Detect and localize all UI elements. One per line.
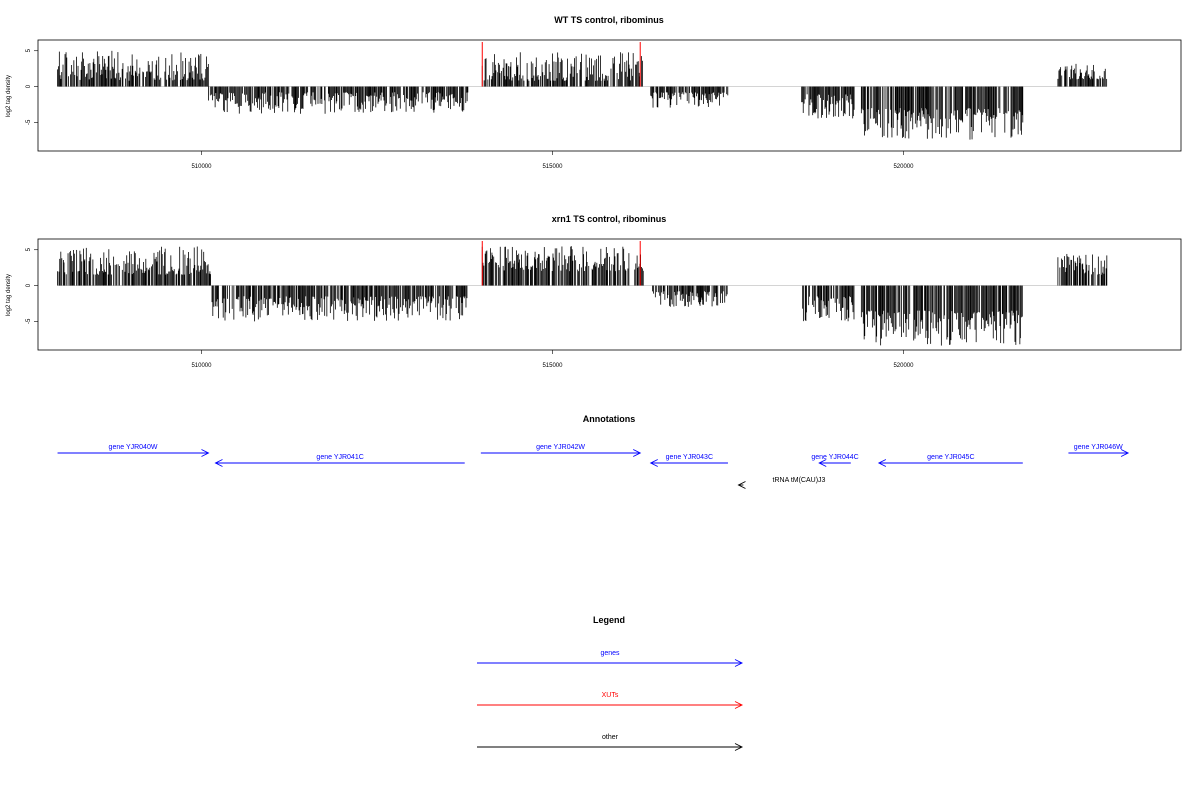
annotation-items: gene YJR040W gene YJR041C gene YJR042W gene… [57, 444, 1130, 489]
feature-arrowhead [633, 449, 642, 457]
panel-title: xrn1 TS control, ribominus [552, 214, 667, 224]
wt-coverage-panel: WT TS control, ribominus log2 tag densit… [6, 15, 1182, 170]
y-tick-label: -5 [26, 119, 32, 125]
legend-arrowhead [734, 659, 744, 667]
annotation-feature: gene YJR042W [480, 444, 642, 457]
y-tick-label: 5 [26, 247, 32, 251]
feature-label: gene YJR044C [811, 454, 858, 461]
feature-label: tRNA tM(CAU)J3 [773, 477, 826, 484]
feature-arrowhead [214, 459, 223, 467]
legend-item: genes [477, 650, 744, 667]
feature-arrowhead [1120, 449, 1130, 457]
legend-label: other [602, 734, 619, 741]
legend-item: other [477, 734, 744, 751]
annotation-feature: gene YJR045C [877, 454, 1023, 467]
legend-label: XUTs [602, 692, 619, 699]
x-tick-label: 510000 [191, 363, 212, 369]
x-tick-label: 520000 [893, 363, 914, 369]
y-tick-label: -5 [26, 318, 32, 324]
legend-title: Legend [593, 615, 625, 625]
annotations-title: Annotations [583, 414, 636, 424]
xut-boundary-markers [481, 241, 641, 286]
y-axis-label: log2 tag density [6, 75, 12, 117]
feature-arrowhead [737, 481, 746, 489]
feature-label: gene YJR045C [927, 454, 974, 461]
x-tick-label: 515000 [542, 164, 563, 170]
x-tick-label: 515000 [542, 363, 563, 369]
legend-label: genes [600, 650, 620, 657]
annotation-feature: gene YJR043C [649, 454, 728, 467]
feature-label: gene YJR042W [536, 444, 585, 451]
y-tick-label: 0 [26, 283, 32, 287]
feature-label: gene YJR040W [109, 444, 158, 451]
legend-arrowhead [734, 701, 744, 709]
annotation-feature: gene YJR044C [811, 454, 859, 467]
legend-items: genes XUTs other [477, 650, 744, 751]
x-tick-label: 510000 [191, 164, 212, 170]
legend-item: XUTs [477, 692, 744, 709]
y-axis-label: log2 tag density [6, 274, 12, 316]
xrn1-coverage-panel: xrn1 TS control, ribominus log2 tag dens… [6, 214, 1182, 369]
plot-frame [37, 238, 1182, 351]
feature-arrowhead [877, 459, 887, 467]
feature-label: gene YJR043C [666, 454, 713, 461]
legend: Legend genes XUTs other [477, 615, 744, 751]
annotation-feature: gene YJR046W [1068, 444, 1130, 457]
feature-arrowhead [201, 449, 210, 457]
coverage-bars [57, 50, 1108, 140]
panel-title: WT TS control, ribominus [554, 15, 664, 25]
feature-label: gene YJR046W [1074, 444, 1123, 451]
y-tick-label: 0 [26, 84, 32, 88]
legend-arrowhead [734, 743, 744, 751]
feature-arrowhead [818, 459, 827, 467]
feature-label: gene YJR041C [316, 454, 363, 461]
xut-boundary-markers [481, 42, 641, 87]
x-tick-label: 520000 [893, 164, 914, 170]
axis-ticks: 5 0 -5 510000 515000 520000 [26, 247, 914, 369]
annotation-feature: tRNA tM(CAU)J3 [737, 477, 826, 489]
annotation-feature: gene YJR040W [57, 444, 210, 457]
plot-frame [37, 39, 1182, 152]
y-tick-label: 5 [26, 48, 32, 52]
axis-ticks: 5 0 -5 510000 515000 520000 [26, 48, 914, 170]
annotation-feature: gene YJR041C [214, 454, 465, 467]
coverage-bars [57, 246, 1108, 346]
feature-arrowhead [649, 459, 658, 467]
